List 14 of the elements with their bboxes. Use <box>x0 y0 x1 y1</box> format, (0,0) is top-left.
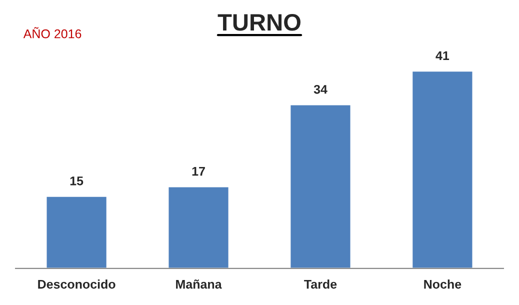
x-tick-label: Desconocido <box>38 280 116 289</box>
text: AÑO 2016 <box>23 27 82 38</box>
data-label: 41 <box>436 51 450 60</box>
data-label: 34 <box>314 84 328 94</box>
bar <box>289 104 352 268</box>
bar <box>167 186 230 268</box>
x-tick-label: Tarde <box>304 280 337 289</box>
data-label: 15 <box>70 176 84 186</box>
bar <box>411 70 474 268</box>
x-tick-label: Noche <box>424 280 462 289</box>
chart-title: TURNO <box>218 14 300 31</box>
bar <box>45 195 108 268</box>
x-tick-label: Mañana <box>176 280 222 289</box>
data-label: 17 <box>192 166 205 176</box>
